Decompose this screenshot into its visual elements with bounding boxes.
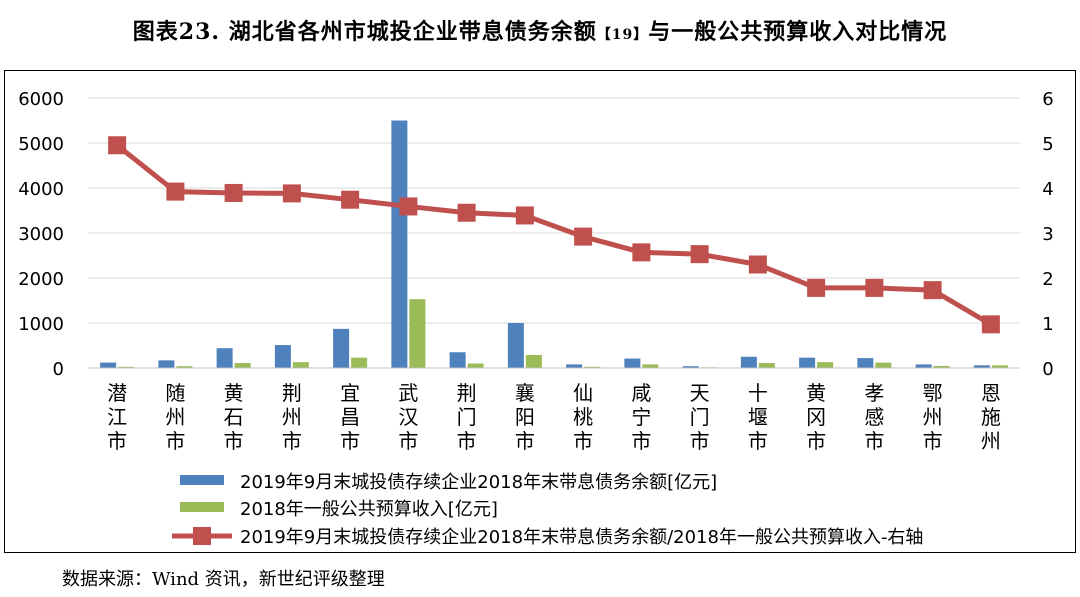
bar-debt bbox=[799, 357, 816, 368]
bar-revenue bbox=[817, 362, 834, 368]
y-left-tick-label: 0 bbox=[53, 359, 64, 380]
y-right-tick-label: 3 bbox=[1042, 224, 1053, 245]
ratio-point bbox=[166, 182, 185, 201]
ratio-point bbox=[224, 183, 243, 202]
axes: 0 1000 2000 3000 4000 5000 6000 0 1 2 3 4 5 6 潜江市 随州市 黄石… bbox=[18, 89, 1054, 453]
ratio-point bbox=[923, 281, 942, 300]
y-left-tick-label: 5000 bbox=[18, 134, 64, 155]
x-tick-label: 仙桃市 bbox=[573, 381, 593, 453]
ratio-point bbox=[690, 245, 709, 264]
y-right-tick-label: 2 bbox=[1042, 269, 1053, 290]
x-tick-label: 随州市 bbox=[165, 381, 185, 453]
bar-debt bbox=[333, 328, 350, 368]
legend-swatch-marker bbox=[193, 527, 211, 545]
y-left-tick-label: 4000 bbox=[18, 179, 64, 200]
ratio-point bbox=[341, 190, 360, 209]
y-right-tick-label: 5 bbox=[1042, 134, 1053, 155]
x-tick-label: 黄冈市 bbox=[806, 381, 826, 453]
bar-revenue bbox=[875, 362, 892, 368]
bar-revenue bbox=[409, 299, 426, 368]
x-tick-label: 武汉市 bbox=[398, 381, 418, 453]
legend-label: 2019年9月末城投债存续企业2018年末带息债务余额[亿元] bbox=[240, 472, 717, 493]
bar-revenue bbox=[292, 362, 309, 368]
bar-revenue bbox=[991, 365, 1008, 368]
x-tick-label: 宜昌市 bbox=[340, 381, 360, 453]
ratio-point bbox=[108, 136, 127, 155]
bars bbox=[100, 120, 1008, 368]
x-tick-label: 孝感市 bbox=[864, 381, 884, 453]
bar-debt bbox=[391, 120, 408, 368]
ratio-line-path bbox=[115, 143, 993, 327]
bar-debt bbox=[915, 364, 932, 368]
y-left-tick-label: 1000 bbox=[18, 314, 64, 335]
bar-debt bbox=[682, 366, 699, 368]
chart-title: 图表23. 湖北省各州市城投企业带息债务余额【19】与一般公共预算收入对比情况 bbox=[132, 19, 948, 45]
ratio-point bbox=[457, 203, 476, 222]
y-left-tick-label: 3000 bbox=[18, 224, 64, 245]
y-right-tick-label: 1 bbox=[1042, 314, 1053, 335]
chart-frame bbox=[4, 70, 1076, 553]
bar-revenue bbox=[351, 357, 368, 368]
ratio-point bbox=[632, 243, 651, 262]
y-right-tick-label: 4 bbox=[1042, 179, 1053, 200]
x-tick-label: 鄂州市 bbox=[923, 381, 943, 453]
x-tick-label: 天门市 bbox=[690, 381, 710, 453]
bar-revenue bbox=[467, 363, 484, 368]
y-left-tick-label: 6000 bbox=[18, 89, 64, 110]
ratio-point bbox=[865, 278, 884, 297]
x-tick-label: 荆门市 bbox=[457, 381, 477, 453]
bar-revenue bbox=[176, 366, 193, 368]
legend: 2019年9月末城投债存续企业2018年末带息债务余额[亿元] 2018年一般公共… bbox=[172, 472, 923, 548]
x-tick-label: 襄阳市 bbox=[515, 381, 535, 453]
bar-debt bbox=[973, 365, 990, 368]
ratio-point bbox=[399, 197, 418, 216]
y-right-tick-label: 6 bbox=[1042, 89, 1053, 110]
ratio-point bbox=[807, 278, 826, 297]
ratio-line bbox=[108, 136, 1000, 334]
bar-debt bbox=[566, 364, 583, 368]
x-tick-label: 潜江市 bbox=[107, 381, 127, 453]
x-tick-label: 黄石市 bbox=[224, 381, 244, 453]
bar-debt bbox=[507, 323, 524, 368]
bar-revenue bbox=[118, 366, 135, 368]
bar-debt bbox=[740, 356, 757, 368]
bar-debt bbox=[857, 358, 874, 368]
bar-revenue bbox=[933, 365, 950, 368]
bar-debt bbox=[100, 362, 117, 368]
ratio-point bbox=[981, 315, 1000, 334]
x-tick-label: 恩施州 bbox=[981, 381, 1001, 453]
ratio-point bbox=[515, 206, 534, 225]
bar-debt bbox=[158, 360, 175, 368]
gridlines bbox=[88, 97, 1020, 369]
bar-revenue bbox=[584, 366, 601, 368]
bar-revenue bbox=[234, 363, 251, 368]
legend-label: 2019年9月末城投债存续企业2018年末带息债务余额/2018年一般公共预算收… bbox=[240, 527, 923, 548]
bar-debt bbox=[274, 345, 291, 368]
bar-revenue bbox=[758, 363, 775, 368]
ratio-point bbox=[748, 255, 767, 274]
bar-debt bbox=[449, 352, 466, 368]
ratio-point bbox=[282, 184, 301, 203]
y-right-tick-label: 0 bbox=[1042, 359, 1053, 380]
ratio-point bbox=[574, 227, 593, 246]
x-tick-label: 十堰市 bbox=[748, 381, 768, 453]
bar-revenue bbox=[642, 364, 659, 368]
y-left-tick-label: 2000 bbox=[18, 269, 64, 290]
bar-debt bbox=[624, 358, 641, 368]
x-tick-label: 咸宁市 bbox=[631, 381, 651, 453]
bar-revenue bbox=[525, 354, 542, 368]
legend-swatch bbox=[180, 475, 224, 485]
legend-label: 2018年一般公共预算收入[亿元] bbox=[240, 499, 498, 520]
legend-swatch bbox=[180, 502, 224, 512]
source-note: 数据来源：Wind 资讯，新世纪评级整理 bbox=[62, 569, 385, 590]
bar-debt bbox=[216, 348, 233, 368]
x-tick-label: 荆州市 bbox=[282, 381, 302, 453]
